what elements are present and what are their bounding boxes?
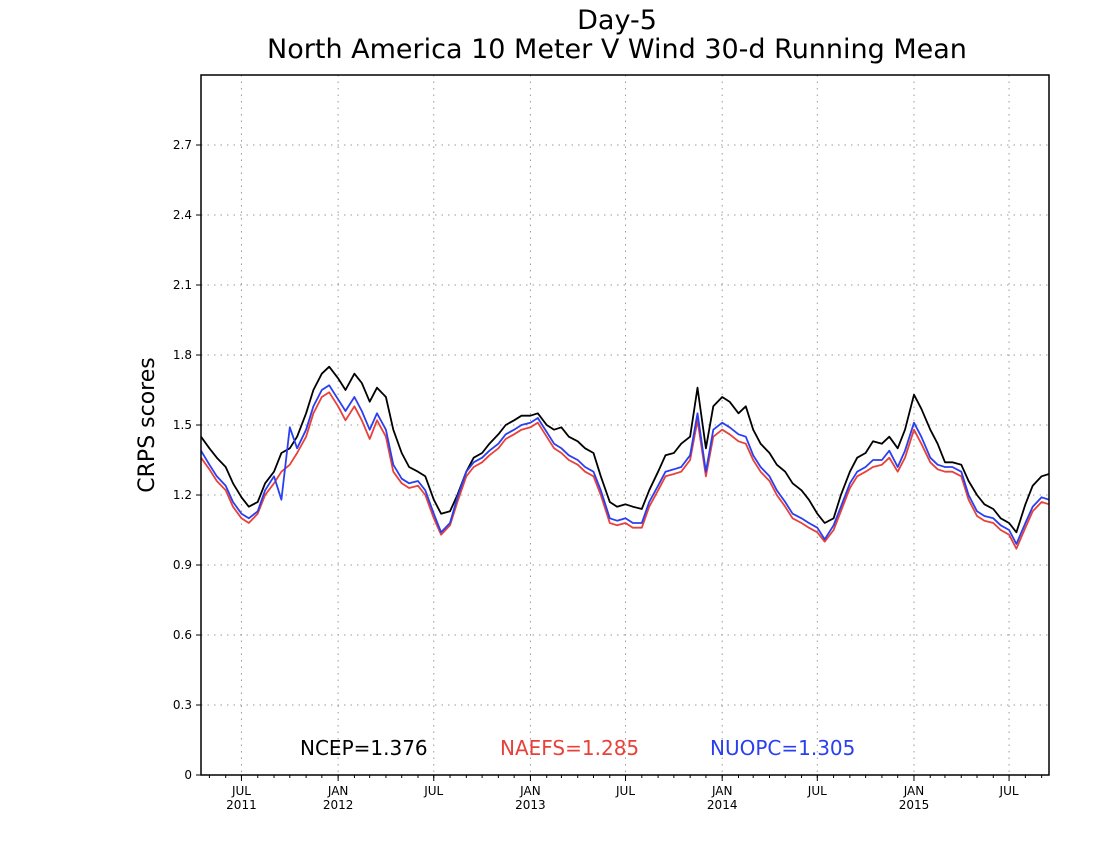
chart-title: Day-5: [577, 5, 657, 36]
legend: NCEP=1.376 NAEFS=1.285 NUOPC=1.305: [300, 736, 855, 760]
legend-entry-2: NAEFS=1.285: [500, 736, 639, 760]
legend-entry-3: NUOPC=1.305: [710, 736, 855, 760]
x-tick-month-label: JUL: [999, 784, 1019, 798]
x-tick-year-label: 2013: [515, 798, 546, 812]
y-tick-label: 2.4: [173, 208, 192, 222]
x-tick-year-label: 2014: [707, 798, 738, 812]
y-tick-label: 0.6: [173, 628, 192, 642]
x-tick-month-label: JAN: [903, 784, 925, 798]
x-tick-year-label: 2015: [899, 798, 930, 812]
x-tick-month-label: JUL: [423, 784, 443, 798]
y-tick-label: 2.7: [173, 138, 192, 152]
y-tick-label: 0.3: [173, 698, 192, 712]
y-tick-label: 0.9: [173, 558, 192, 572]
grid-lines: [201, 75, 1049, 775]
x-tick-year-label: 2012: [323, 798, 354, 812]
y-tick-label: 2.1: [173, 278, 192, 292]
x-tick-month-label: JUL: [231, 784, 251, 798]
series-line-3: [200, 384, 1050, 545]
series-line-1: [200, 365, 1050, 534]
y-axis-label: CRPS scores: [135, 357, 160, 492]
x-tick-year-label: 2011: [226, 798, 257, 812]
legend-entry-1: NCEP=1.376: [300, 736, 428, 760]
y-tick-label: 1.5: [173, 418, 192, 432]
x-tick-month-label: JAN: [327, 784, 349, 798]
x-tick-month-label: JUL: [807, 784, 827, 798]
y-tick-label: 1.2: [173, 488, 192, 502]
y-tick-label: 1.8: [173, 348, 192, 362]
series-line-2: [200, 391, 1050, 550]
series-layer: [200, 365, 1050, 550]
chart-subtitle: North America 10 Meter V Wind 30-d Runni…: [267, 34, 967, 65]
x-tick-month-label: JUL: [615, 784, 635, 798]
x-tick-month-label: JAN: [519, 784, 541, 798]
x-tick-month-label: JAN: [711, 784, 733, 798]
y-axis-ticks: 0 0.3 0.6 0.9 1.2 1.5 1.8 2.1 2.4 2.7: [173, 138, 201, 782]
y-tick-label: 0: [184, 768, 192, 782]
